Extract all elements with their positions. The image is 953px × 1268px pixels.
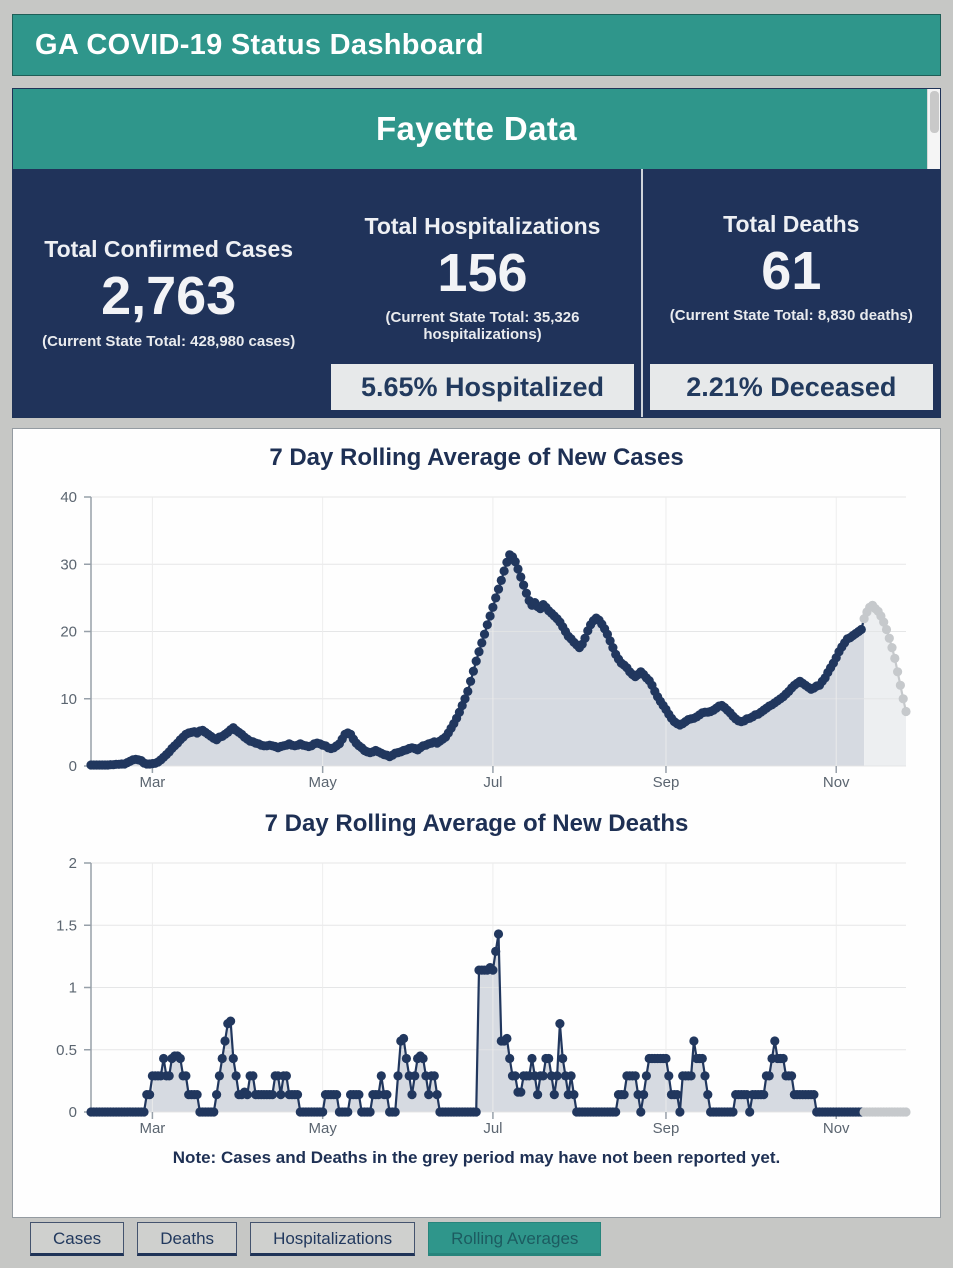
svg-text:0: 0 bbox=[69, 1104, 77, 1121]
deaths-chart[interactable]: 0 0.5 1 1.5 2 Mar May Jul Sep Nov bbox=[19, 838, 934, 1138]
svg-text:Jul: Jul bbox=[483, 1120, 502, 1137]
svg-text:Nov: Nov bbox=[823, 774, 850, 791]
county-dashboard: Fayette Data Total Confirmed Cases 2,763… bbox=[12, 88, 941, 418]
county-title: Fayette Data bbox=[375, 110, 578, 147]
hospitalized-percent-badge: 5.65% Hospitalized bbox=[331, 364, 634, 410]
tab-rolling-averages[interactable]: Rolling Averages bbox=[428, 1222, 602, 1256]
svg-text:40: 40 bbox=[60, 489, 77, 506]
svg-text:0: 0 bbox=[69, 758, 77, 775]
app-title: GA COVID-19 Status Dashboard bbox=[35, 28, 484, 61]
tab-bar: Cases Deaths Hospitalizations Rolling Av… bbox=[30, 1222, 602, 1256]
scrollbar-thumb[interactable] bbox=[929, 91, 939, 133]
deaths-value: 61 bbox=[761, 241, 822, 301]
deaths-caption: (Current State Total: 8,830 deaths) bbox=[669, 307, 913, 325]
svg-text:Mar: Mar bbox=[139, 1120, 165, 1137]
stat-hospitalizations: Total Hospitalizations 156 (Current Stat… bbox=[324, 169, 640, 417]
svg-text:10: 10 bbox=[60, 691, 77, 708]
svg-text:May: May bbox=[308, 774, 337, 791]
tab-deaths[interactable]: Deaths bbox=[137, 1222, 238, 1256]
deaths-label: Total Deaths bbox=[723, 211, 860, 237]
deceased-percent-badge: 2.21% Deceased bbox=[649, 364, 933, 410]
svg-text:Sep: Sep bbox=[653, 774, 680, 791]
svg-text:Sep: Sep bbox=[653, 1120, 680, 1137]
svg-text:30: 30 bbox=[60, 556, 77, 573]
app-header: GA COVID-19 Status Dashboard bbox=[12, 14, 941, 76]
hospitalizations-caption: (Current State Total: 35,326 hospitaliza… bbox=[385, 309, 580, 344]
tab-hospitalizations[interactable]: Hospitalizations bbox=[250, 1222, 416, 1256]
svg-text:Jul: Jul bbox=[483, 774, 502, 791]
cases-chart-title: 7 Day Rolling Average of New Cases bbox=[269, 444, 684, 471]
tab-cases[interactable]: Cases bbox=[30, 1222, 125, 1256]
grey-period-note: Note: Cases and Deaths in the grey perio… bbox=[172, 1148, 781, 1167]
stat-confirmed-cases: Total Confirmed Cases 2,763 (Current Sta… bbox=[13, 169, 324, 417]
svg-text:2: 2 bbox=[69, 855, 77, 872]
cases-value: 2,763 bbox=[101, 266, 237, 327]
cases-chart[interactable]: 0 10 20 30 40 Mar May Jul Sep Nov bbox=[19, 472, 934, 792]
deaths-chart-title: 7 Day Rolling Average of New Deaths bbox=[264, 810, 689, 837]
county-band: Fayette Data bbox=[13, 89, 940, 169]
svg-text:0.5: 0.5 bbox=[56, 1042, 77, 1059]
svg-text:1.5: 1.5 bbox=[56, 917, 77, 934]
svg-text:Mar: Mar bbox=[139, 774, 165, 791]
svg-text:Nov: Nov bbox=[823, 1120, 850, 1137]
svg-text:1: 1 bbox=[69, 980, 77, 997]
stat-deaths: Total Deaths 61 (Current State Total: 8,… bbox=[640, 169, 940, 417]
hospitalizations-value: 156 bbox=[437, 243, 528, 303]
stats-panel: Total Confirmed Cases 2,763 (Current Sta… bbox=[13, 169, 940, 417]
svg-text:20: 20 bbox=[60, 624, 77, 641]
cases-label: Total Confirmed Cases bbox=[44, 236, 294, 263]
charts-card: 7 Day Rolling Average of New Cases 0 10 20… bbox=[12, 428, 941, 1218]
hospitalizations-label: Total Hospitalizations bbox=[364, 213, 601, 239]
scrollbar-track[interactable] bbox=[927, 89, 940, 169]
cases-caption: (Current State Total: 428,980 cases) bbox=[42, 332, 296, 350]
svg-text:May: May bbox=[308, 1120, 337, 1137]
